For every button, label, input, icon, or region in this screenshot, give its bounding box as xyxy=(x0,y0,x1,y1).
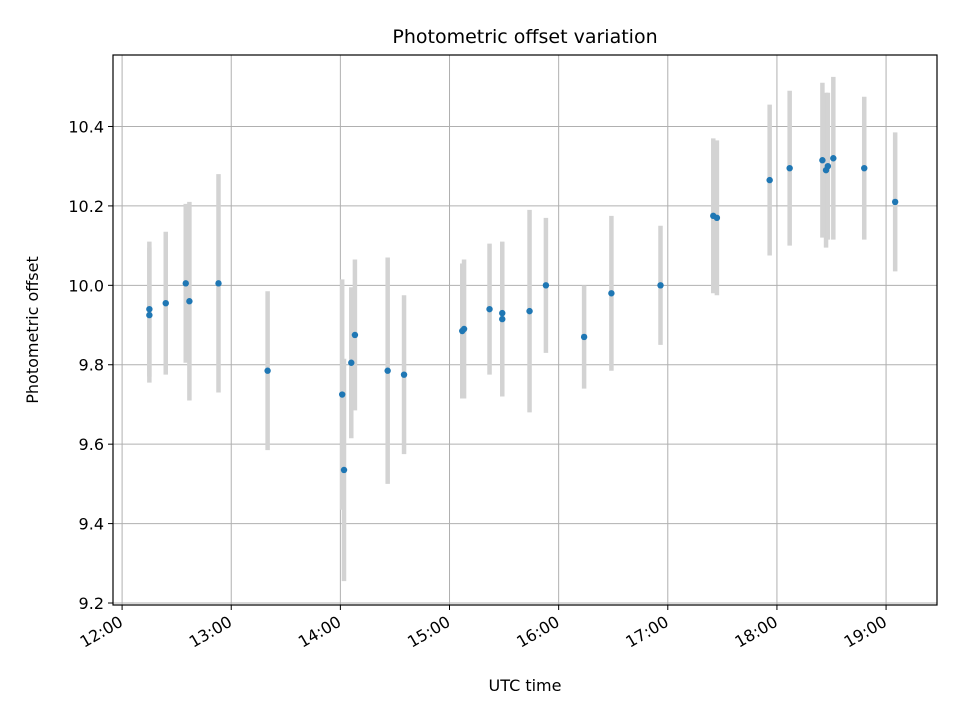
grid xyxy=(113,55,937,605)
data-point xyxy=(891,198,899,206)
data-point xyxy=(460,325,468,333)
data-point xyxy=(580,333,588,341)
y-tick-label: 10.4 xyxy=(68,117,104,136)
y-tick-label: 9.4 xyxy=(79,515,104,534)
y-tick-label: 10.0 xyxy=(68,276,104,295)
data-point xyxy=(182,280,189,287)
data-point xyxy=(486,305,493,313)
data-point xyxy=(819,157,826,164)
y-axis: 9.2 9.4 9.6 9.8 10.0 10.2 10.4 xyxy=(68,117,113,613)
y-axis-label: Photometric offset xyxy=(23,256,42,404)
data-point xyxy=(499,309,506,317)
data-point xyxy=(338,391,346,398)
plot-frame xyxy=(112,54,938,606)
data-point xyxy=(348,359,355,366)
data-point xyxy=(786,164,793,172)
x-axis-label: UTC time xyxy=(489,676,562,695)
data-point xyxy=(657,282,664,289)
data-point xyxy=(400,371,408,378)
y-tick-label: 9.6 xyxy=(79,435,104,454)
data-point xyxy=(766,176,773,184)
data-point xyxy=(542,282,550,289)
y-tick-label: 9.2 xyxy=(79,594,104,613)
data-point xyxy=(824,162,832,170)
data-point xyxy=(608,290,615,297)
data-point xyxy=(340,466,348,474)
data-point xyxy=(215,280,222,287)
data-point xyxy=(146,311,153,319)
data-point xyxy=(830,155,837,162)
data-points xyxy=(146,155,899,474)
data-point xyxy=(861,164,868,172)
chart-title: Photometric offset variation xyxy=(392,26,657,48)
data-point xyxy=(499,315,506,323)
data-point xyxy=(713,214,721,222)
data-point xyxy=(351,331,359,339)
y-tick-label: 10.2 xyxy=(68,197,104,216)
data-point xyxy=(162,299,169,307)
data-point xyxy=(526,307,533,315)
plot-area xyxy=(113,55,937,605)
y-tick-label: 9.8 xyxy=(79,356,104,375)
data-point xyxy=(186,298,193,305)
data-point xyxy=(264,367,271,374)
data-point xyxy=(384,367,391,374)
data-point xyxy=(146,305,153,313)
